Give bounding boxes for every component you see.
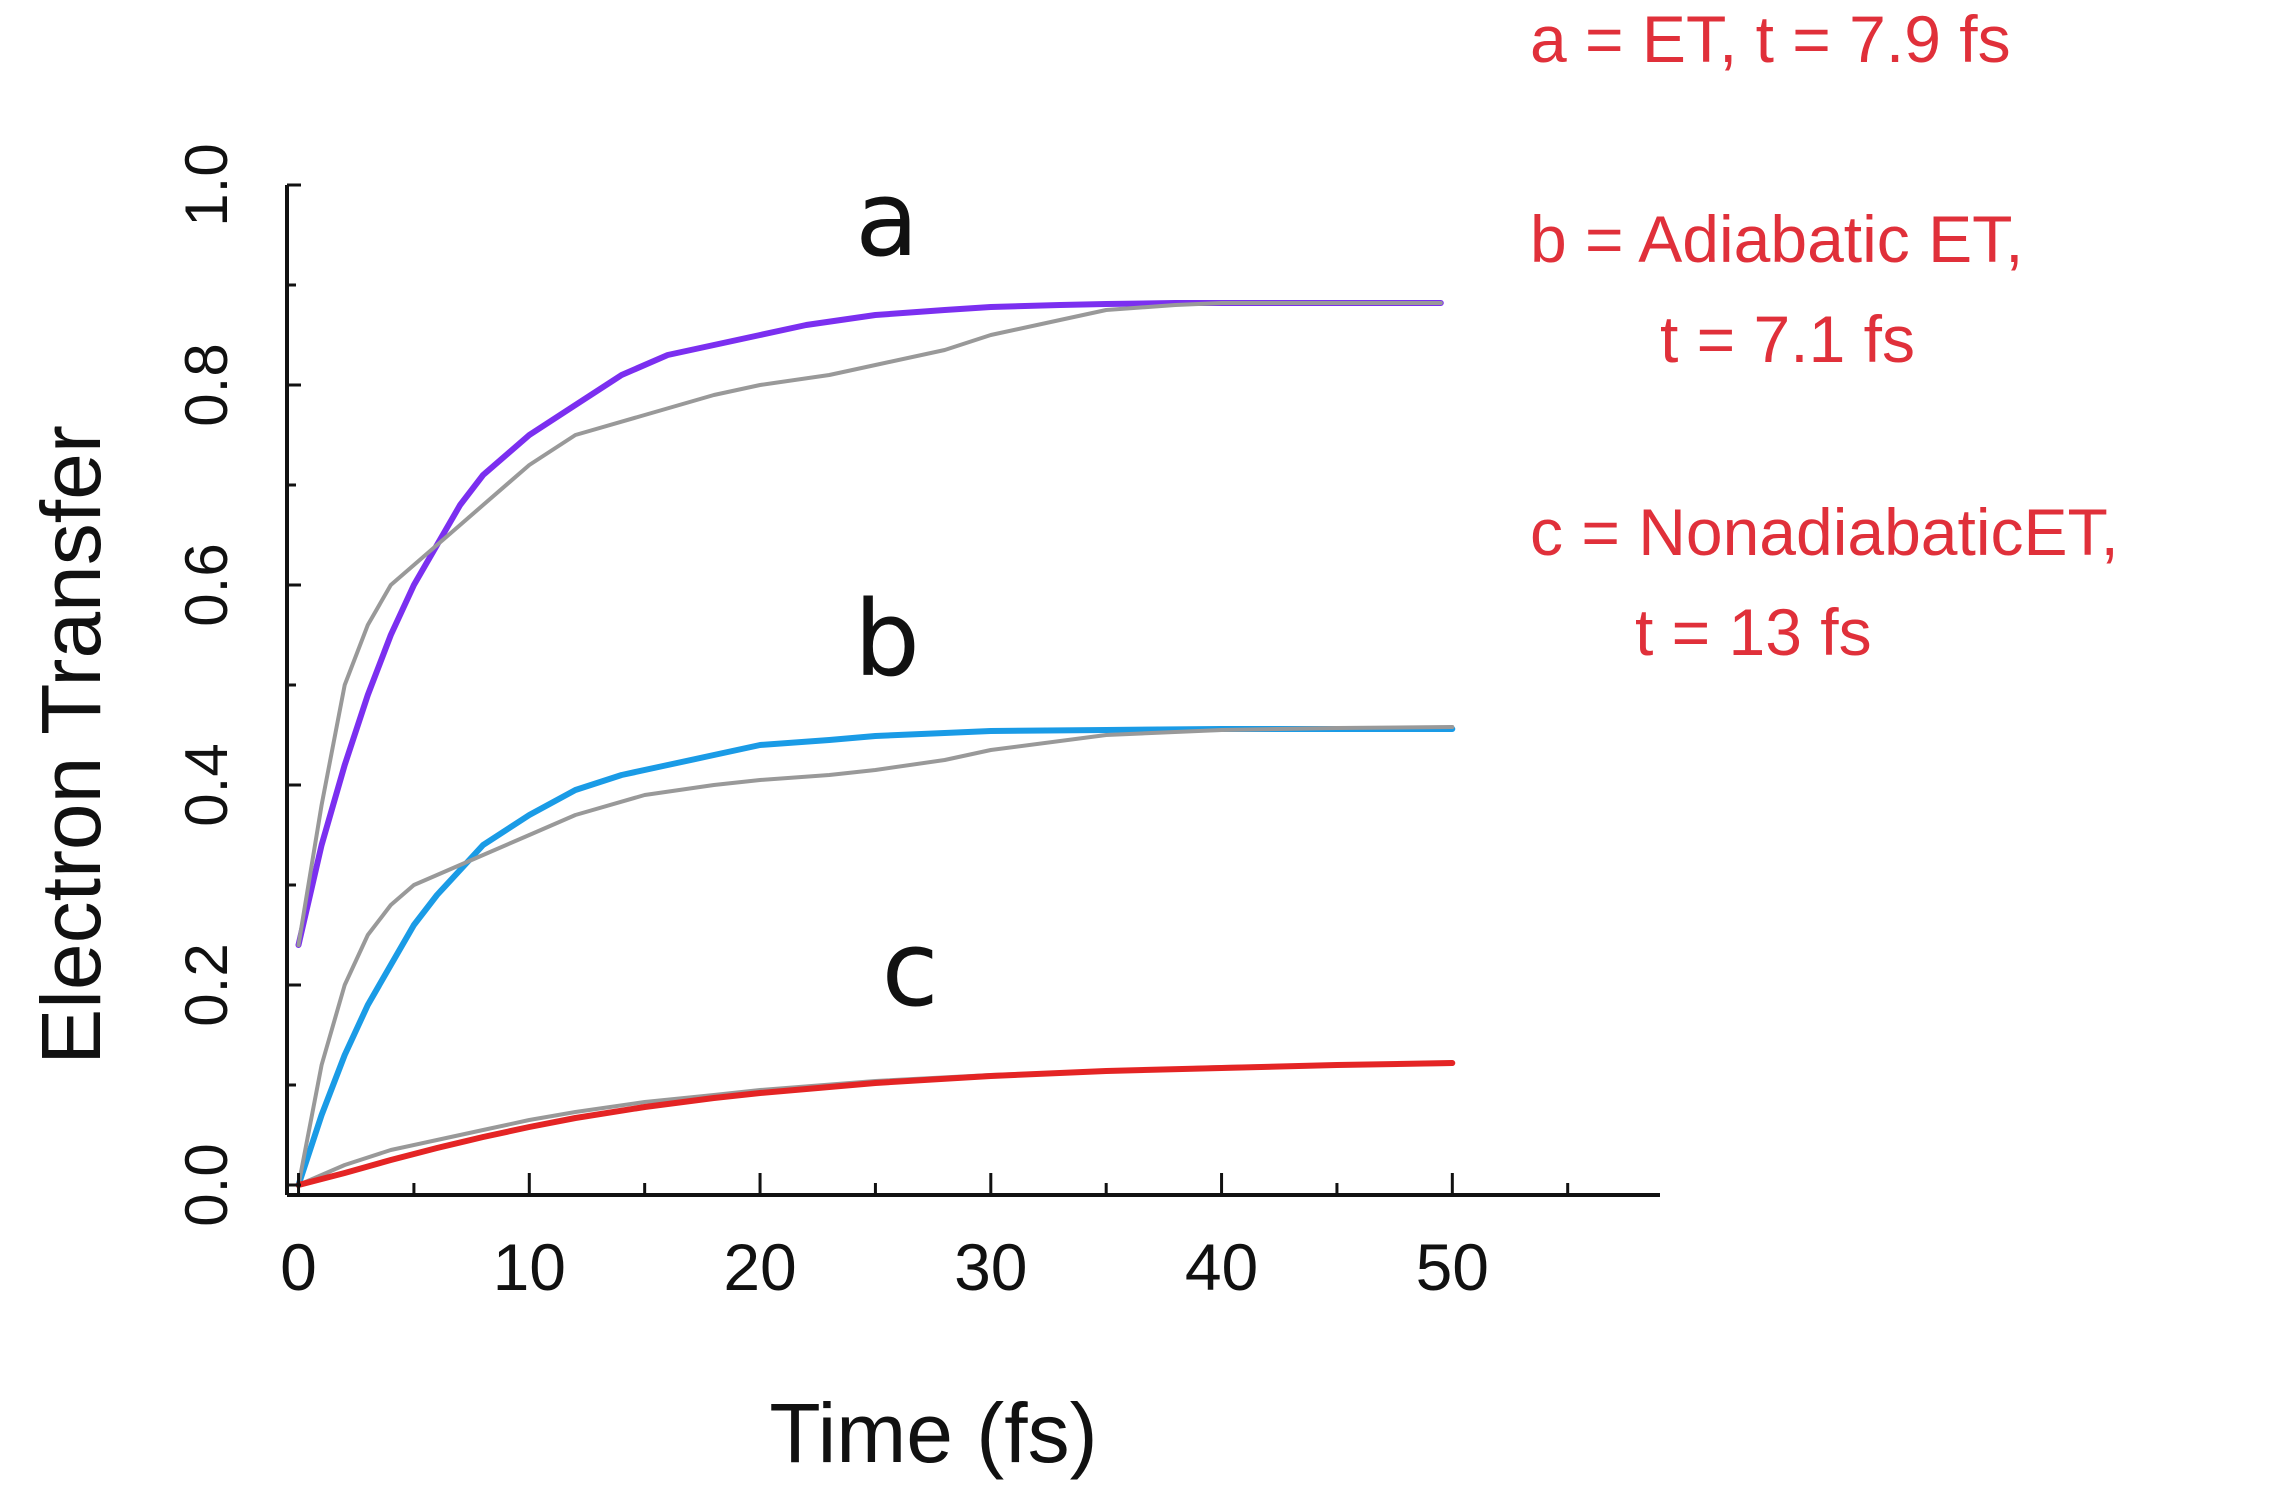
ticks-layer: 0 10 20 30 40 50 0.0 0.2 0.4 0.6 0.8 1.0	[173, 143, 1570, 1304]
legend-entry-c: c = NonadiabaticET,	[1530, 495, 2119, 569]
series-line-2	[296, 301, 1443, 947]
y-tick-label: 0.8	[173, 343, 240, 426]
curve-label-a: a	[855, 158, 919, 280]
legend-entry-a: a = ET, t = 7.9 fs	[1530, 2, 2011, 76]
curve-labels: a b c	[854, 158, 939, 1030]
x-axis-label: Time (fs)	[769, 1386, 1097, 1480]
y-tick-label: 0.0	[173, 1143, 240, 1226]
x-tick-label: 50	[1416, 1230, 1489, 1304]
y-tick-label: 1.0	[173, 143, 240, 226]
series-line-3	[295, 726, 1456, 1188]
curve-label-b: b	[854, 578, 920, 700]
x-tick-label: 30	[954, 1230, 1027, 1304]
legend-entry-b-line2: t = 7.1 fs	[1660, 302, 1915, 376]
y-axis-label: Electron Transfer	[24, 425, 118, 1065]
axes-layer	[285, 185, 1660, 1197]
legend: a = ET, t = 7.9 fs b = Adiabatic ET, t = 7…	[1530, 2, 2119, 669]
series-line-1	[295, 300, 1444, 948]
x-tick-label: 20	[723, 1230, 796, 1304]
x-tick-label: 10	[493, 1230, 566, 1304]
series-line-4	[296, 725, 1455, 1187]
y-tick-label: 0.2	[173, 943, 240, 1026]
series-line-6	[295, 1060, 1456, 1188]
x-tick-label: 40	[1185, 1230, 1258, 1304]
y-tick-label: 0.6	[173, 543, 240, 626]
series-layer	[295, 300, 1456, 1188]
x-tick-label: 0	[280, 1230, 317, 1304]
legend-entry-b: b = Adiabatic ET,	[1530, 202, 2024, 276]
legend-entry-c-line2: t = 13 fs	[1635, 595, 1872, 669]
curve-label-c: c	[881, 908, 938, 1030]
y-tick-label: 0.4	[173, 743, 240, 826]
